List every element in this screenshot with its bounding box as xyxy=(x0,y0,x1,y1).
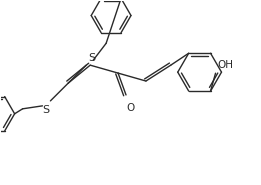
Text: S: S xyxy=(88,53,95,63)
Text: S: S xyxy=(43,105,50,115)
Text: O: O xyxy=(126,103,134,113)
Text: OH: OH xyxy=(217,60,234,70)
